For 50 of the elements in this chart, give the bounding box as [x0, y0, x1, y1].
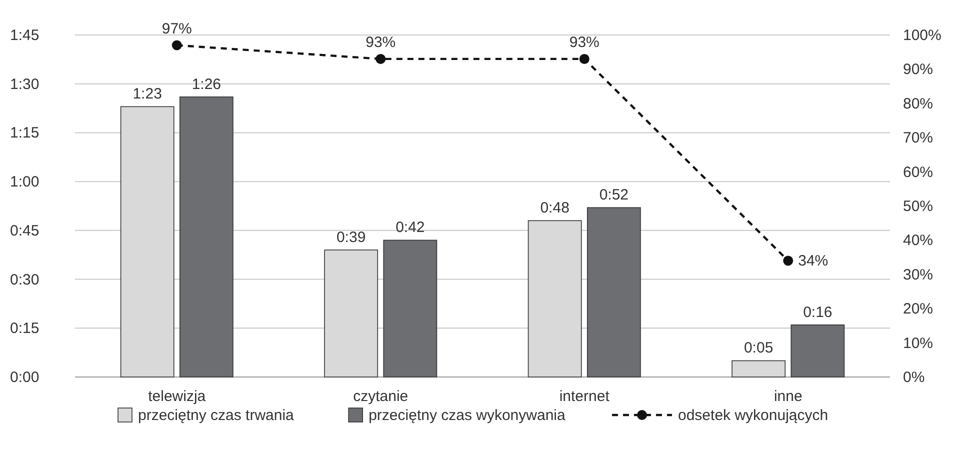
y2-tick-label: 90%	[903, 61, 934, 78]
x-tick-label: czytanie	[353, 388, 408, 405]
y-tick-label: 0:30	[10, 271, 40, 288]
point	[579, 54, 590, 64]
point	[172, 40, 182, 50]
data-label: 0:39	[336, 228, 366, 246]
data-label: 0:42	[396, 219, 425, 236]
bar	[790, 324, 845, 378]
x-tick-label: internet	[559, 388, 610, 405]
y-tick-label: 1:30	[10, 76, 40, 93]
y-tick-label: 0:15	[10, 320, 40, 338]
bar	[732, 360, 786, 378]
y2-tick-label: 40%	[903, 232, 934, 250]
y2-tick-label: 30%	[903, 266, 934, 284]
x-tick-label: telewizja	[148, 388, 206, 405]
y-tick-label: 1:00	[10, 174, 40, 191]
data-label: 93%	[569, 34, 600, 51]
bar	[528, 220, 582, 378]
y-tick-label: 0:45	[10, 222, 40, 240]
y2-tick-label: 60%	[903, 164, 934, 181]
data-label: 1:23	[132, 86, 162, 103]
y2-tick-label: 20%	[903, 300, 934, 318]
data-label: 0:52	[599, 186, 629, 204]
data-label: 93%	[366, 34, 396, 51]
legend-label: odsetek wykonujących	[678, 407, 828, 424]
y-tick-label: 1:45	[10, 27, 40, 44]
y2-tick-label: 10%	[903, 334, 934, 352]
bar	[324, 250, 378, 378]
y-tick-label: 0:00	[10, 369, 40, 386]
bar	[179, 96, 234, 378]
data-label: 0:16	[803, 304, 832, 321]
data-label: 97%	[162, 20, 192, 38]
data-label: 1:26	[192, 76, 222, 93]
legend-label: przeciętny czas trwania	[138, 407, 295, 424]
y2-tick-label: 50%	[903, 198, 934, 215]
bar	[120, 106, 174, 378]
y2-tick-label: 0%	[903, 369, 925, 386]
point	[376, 54, 386, 64]
bar	[586, 207, 641, 378]
data-label: 0:05	[744, 340, 774, 357]
y-tick-label: 1:15	[10, 124, 40, 142]
x-tick-label: inne	[774, 388, 802, 405]
y2-tick-label: 70%	[903, 130, 934, 147]
point	[783, 256, 794, 266]
data-label: 34%	[798, 252, 828, 270]
data-label: 0:48	[540, 200, 570, 217]
y2-tick-label: 100%	[903, 27, 942, 44]
y2-tick-label: 80%	[903, 95, 934, 112]
legend-label: przeciętny czas wykonywania	[368, 407, 566, 424]
bar	[383, 240, 438, 378]
